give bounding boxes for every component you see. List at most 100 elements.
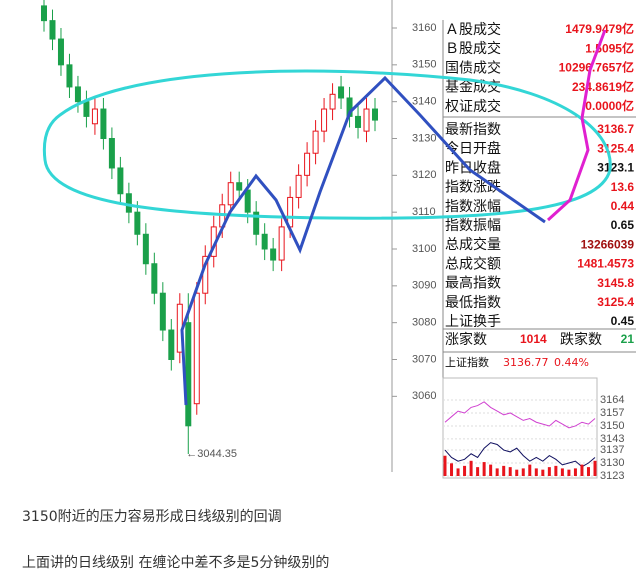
candle-body (185, 322, 192, 427)
up-count: 1014 (520, 332, 547, 346)
y-tick-label: 3070 (412, 353, 436, 365)
row-value: 13.6 (611, 180, 635, 194)
volume-bar (482, 462, 486, 476)
candle-body (83, 101, 90, 117)
y-tick-label: 3130 (412, 132, 436, 144)
row-label: 指数涨幅 (445, 199, 501, 215)
y-tick-label: 3150 (412, 59, 436, 71)
volume-bar (469, 460, 473, 476)
volume-bar (456, 468, 460, 476)
volume-bar (476, 467, 480, 476)
row-label: Ａ股成交 (445, 21, 501, 38)
candle-body (57, 38, 64, 66)
candle-body (329, 93, 336, 110)
volume-bar (573, 468, 577, 476)
row-value: 3125.4 (597, 295, 634, 309)
row-value: 10296.7657亿 (559, 60, 634, 75)
mini-title: 上证指数 (445, 355, 489, 369)
volume-bar (580, 464, 584, 476)
volume-bar (547, 467, 551, 476)
y-tick-label: 3160 (412, 22, 436, 34)
annotation-stroke (180, 75, 546, 406)
row-label: 最低指数 (445, 295, 501, 311)
low-label: ←3044.35 (186, 448, 237, 460)
row-label: 上证换手 (445, 313, 501, 330)
candle-body (261, 233, 268, 250)
y-tick-label: 3123 (600, 470, 624, 482)
y-tick-label: 3100 (412, 243, 436, 255)
candle-body (117, 167, 124, 195)
candle-body (253, 211, 260, 235)
candle-body (168, 329, 175, 361)
y-tick-label: 3110 (412, 206, 436, 218)
candle-body (108, 138, 115, 169)
row-value: 0.0000亿 (585, 98, 634, 113)
volume-bar (463, 465, 467, 476)
volume-bar (443, 455, 447, 476)
annotation-ellipse (42, 69, 612, 220)
row-value: 3145.8 (597, 276, 634, 290)
volume-bar (489, 464, 493, 476)
row-label: 国债成交 (445, 59, 501, 76)
y-tick-label: 3137 (600, 444, 624, 456)
candle-body (66, 64, 73, 88)
candle-body (321, 108, 328, 132)
row-value: 1.5095亿 (585, 40, 634, 55)
volume-bar (528, 464, 532, 476)
volume-bar (554, 465, 558, 476)
volume-bar (567, 469, 571, 476)
row-value: 13266039 (581, 237, 635, 251)
mini-change: 0.44% (554, 356, 589, 369)
candle-body (227, 182, 234, 206)
down-count: 21 (621, 332, 635, 346)
y-tick-label: 3140 (412, 96, 436, 108)
candle-body (41, 5, 47, 22)
row-value: 0.45 (611, 314, 635, 328)
row-label: 最新指数 (445, 122, 501, 138)
y-tick-label: 3090 (412, 280, 436, 292)
candle-body (244, 189, 251, 213)
candle-body (91, 108, 98, 125)
row-label: 昨日收盘 (445, 159, 501, 176)
candle-body (355, 115, 362, 128)
candle-body (193, 292, 200, 405)
candle-body (142, 233, 149, 265)
series-line (444, 442, 596, 468)
candle-body (295, 174, 302, 198)
candle-body (270, 248, 277, 261)
y-tick-label: 3143 (600, 433, 624, 445)
mini-last: 3136.77 (503, 356, 549, 369)
row-label: Ｂ股成交 (445, 40, 501, 57)
candle-body (278, 226, 285, 261)
row-label: 今日开盘 (445, 140, 501, 157)
volume-bar (593, 460, 597, 476)
candle-body (125, 193, 132, 213)
row-label: 总成交量 (445, 236, 501, 253)
row-value: 0.65 (611, 218, 635, 232)
note: 3150附近的压力容易形成日线级别的回调 (22, 508, 282, 525)
candle-body (304, 152, 311, 176)
note: 上面讲的日线级别 在缠论中差不多是5分钟级别的 (22, 554, 329, 571)
volume-bar (515, 469, 519, 476)
row-label: 指数涨跌 (445, 180, 501, 196)
candle-body (100, 108, 107, 140)
row-value: 1479.9479亿 (565, 21, 634, 36)
row-value: 234.8619亿 (572, 79, 634, 94)
candle-body (74, 86, 81, 103)
row-value: 3123.1 (597, 161, 634, 175)
candle-body (159, 292, 166, 331)
row-label: 最高指数 (445, 275, 501, 292)
annotation-stroke (546, 29, 607, 222)
volume-bar (508, 467, 512, 476)
candle-body (363, 108, 370, 132)
y-tick-label: 3150 (600, 420, 624, 432)
candle-body (372, 108, 378, 121)
y-tick-label: 3120 (412, 169, 436, 181)
down-label: 跌家数 (560, 331, 602, 348)
series-line (444, 401, 596, 429)
volume-bar (586, 467, 590, 476)
candle-body (312, 130, 319, 154)
row-value: 3136.7 (597, 122, 634, 136)
volume-bar (534, 468, 538, 476)
